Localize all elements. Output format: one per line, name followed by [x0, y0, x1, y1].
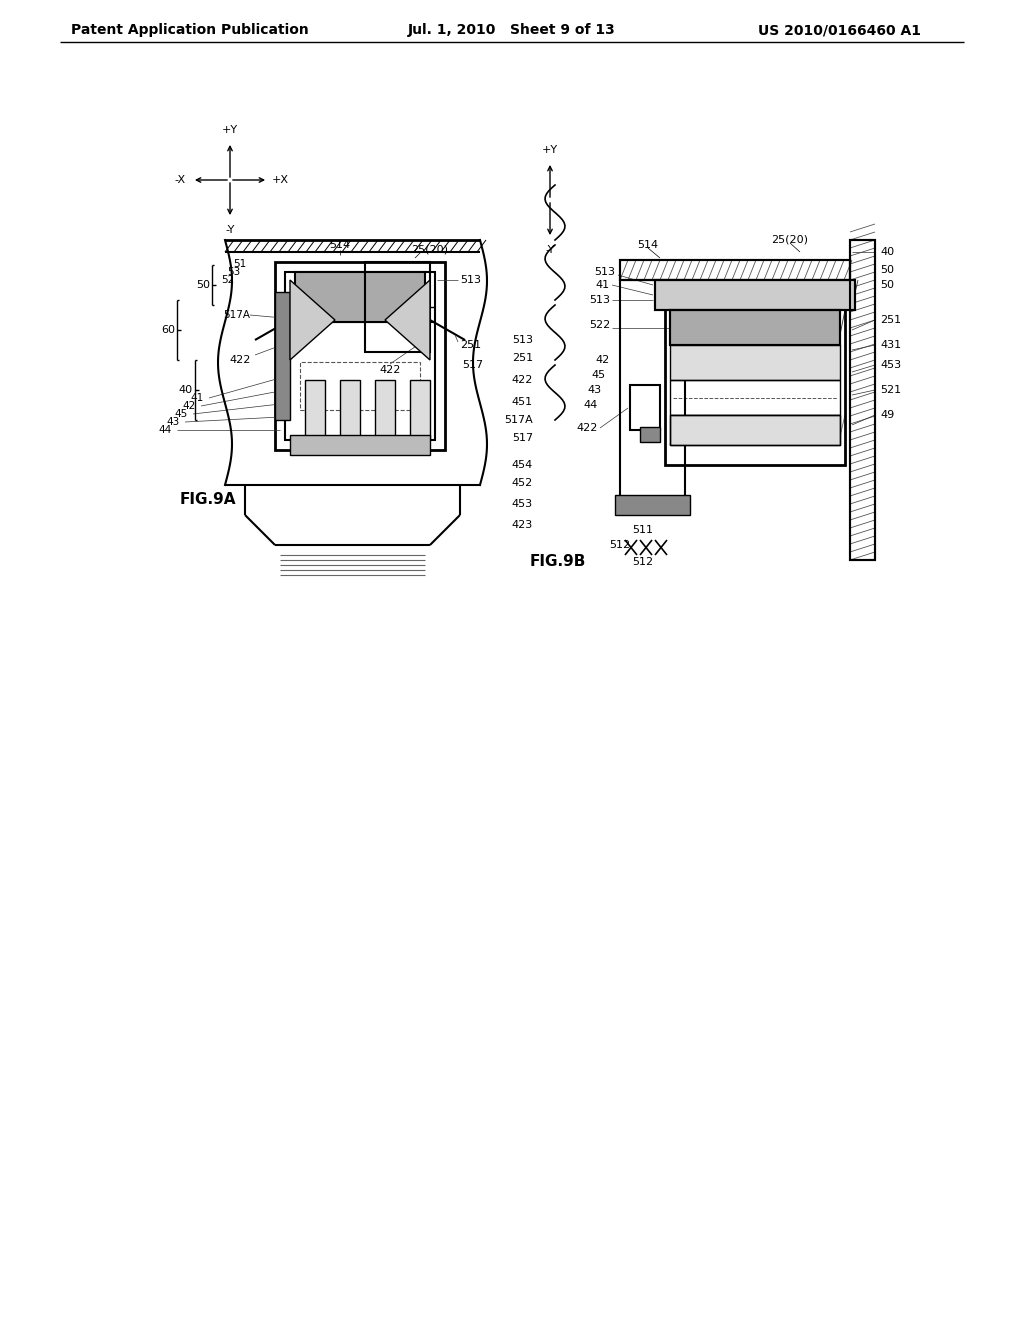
Text: -X: -X	[174, 176, 185, 185]
Text: 521: 521	[880, 385, 901, 395]
Text: 514: 514	[637, 240, 658, 249]
Text: 522: 522	[387, 308, 409, 317]
Text: 50: 50	[196, 280, 210, 290]
Text: 43: 43	[588, 385, 602, 395]
Text: 45: 45	[174, 409, 187, 418]
Bar	[375, 380, 395, 440]
Bar	[630, 385, 660, 430]
Text: 40: 40	[179, 385, 193, 395]
Text: 511: 511	[633, 525, 653, 535]
Text: 452: 452	[512, 478, 534, 488]
Bar	[640, 426, 660, 442]
Bar	[670, 310, 840, 345]
Text: 513: 513	[594, 267, 615, 277]
Text: 431: 431	[880, 341, 901, 350]
Text: 41: 41	[190, 393, 204, 403]
Bar	[305, 380, 325, 440]
Text: 251: 251	[512, 352, 534, 363]
Text: 42: 42	[182, 401, 196, 411]
Text: 251: 251	[460, 341, 481, 350]
Text: 40: 40	[880, 247, 894, 257]
Text: 423: 423	[512, 520, 534, 531]
Text: 52: 52	[221, 275, 234, 285]
Text: 513: 513	[460, 275, 481, 285]
Bar	[655, 280, 855, 310]
Bar	[670, 380, 840, 414]
Bar	[275, 292, 290, 420]
Text: 50: 50	[880, 280, 894, 290]
Text: 453: 453	[512, 499, 534, 510]
Bar	[670, 414, 840, 445]
Bar	[365, 261, 430, 352]
Bar	[665, 280, 845, 465]
Bar	[655, 280, 855, 310]
Text: 422: 422	[379, 366, 400, 375]
Text: 44: 44	[584, 400, 598, 411]
Bar	[620, 280, 685, 500]
Bar	[620, 260, 850, 280]
Bar	[275, 261, 445, 450]
Bar	[670, 345, 840, 380]
Bar	[300, 362, 420, 411]
Text: 513: 513	[589, 294, 610, 305]
Polygon shape	[385, 280, 430, 360]
Text: 517: 517	[512, 433, 534, 444]
Text: +Y: +Y	[542, 145, 558, 154]
Text: 522: 522	[589, 319, 610, 330]
Bar	[410, 380, 430, 440]
Text: 50: 50	[880, 265, 894, 275]
Text: 517A: 517A	[223, 310, 251, 319]
Bar	[295, 272, 425, 322]
Text: +Y: +Y	[222, 125, 238, 135]
Text: Jul. 1, 2010   Sheet 9 of 13: Jul. 1, 2010 Sheet 9 of 13	[409, 22, 615, 37]
Text: 60: 60	[161, 325, 175, 335]
Bar	[290, 436, 430, 455]
Text: 454: 454	[512, 459, 534, 470]
Text: 517: 517	[462, 360, 483, 370]
Text: 44: 44	[159, 425, 172, 436]
Text: US 2010/0166460 A1: US 2010/0166460 A1	[759, 22, 922, 37]
Bar	[670, 414, 840, 445]
Text: 514: 514	[330, 240, 350, 249]
Text: 422: 422	[229, 355, 251, 366]
Text: 42: 42	[596, 355, 610, 366]
Text: 51: 51	[233, 259, 247, 269]
Text: 53: 53	[227, 267, 241, 277]
Bar	[285, 272, 435, 440]
Text: 431: 431	[325, 292, 345, 302]
Text: 45: 45	[592, 370, 606, 380]
Bar	[615, 495, 690, 515]
Text: 512: 512	[633, 557, 653, 568]
Bar	[620, 260, 850, 280]
Text: +X: +X	[271, 176, 289, 185]
Text: -Y: -Y	[225, 224, 234, 235]
Text: 513: 513	[512, 335, 534, 345]
Text: FIG.9B: FIG.9B	[530, 554, 587, 569]
Text: 422: 422	[512, 375, 534, 385]
Text: 43: 43	[166, 417, 179, 426]
Bar	[850, 240, 874, 560]
Text: 49: 49	[880, 411, 894, 420]
Text: 251: 251	[880, 315, 901, 325]
Text: 25(20): 25(20)	[771, 235, 809, 246]
Text: FIG.9A: FIG.9A	[180, 492, 237, 507]
Text: 41: 41	[596, 280, 610, 290]
Text: -Y: -Y	[546, 246, 555, 255]
Text: 512: 512	[609, 540, 631, 550]
Text: 451: 451	[512, 397, 534, 407]
Text: 422: 422	[577, 422, 598, 433]
Bar	[850, 240, 874, 560]
Polygon shape	[290, 280, 335, 360]
Bar	[340, 380, 360, 440]
Text: Patent Application Publication: Patent Application Publication	[71, 22, 309, 37]
Text: 517A: 517A	[504, 414, 534, 425]
Text: 25(20): 25(20)	[412, 246, 449, 255]
Text: 453: 453	[880, 360, 901, 370]
Bar	[670, 310, 840, 345]
